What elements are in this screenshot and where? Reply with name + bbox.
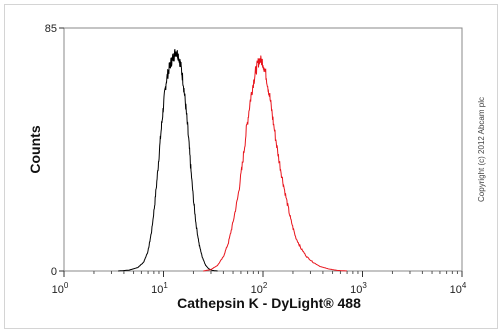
plot-area — [63, 27, 463, 272]
x-tick-label: 102 — [251, 281, 268, 296]
x-tick-label: 100 — [52, 281, 69, 296]
chart-frame — [4, 4, 498, 329]
histogram-series-2 — [203, 55, 348, 272]
plot-border — [63, 27, 463, 272]
x-tick-label: 104 — [450, 281, 467, 296]
x-tick-label: 101 — [151, 281, 168, 296]
x-tick-label: 103 — [350, 281, 367, 296]
y-tick-label: 0 — [51, 266, 57, 278]
ticks-layer: 100 101 102 103 104 0 85 — [45, 23, 467, 296]
series-layer — [118, 49, 348, 272]
copyright-annotation: Copyright (c) 2012 Abcam plc — [477, 97, 486, 202]
histogram-series-1 — [118, 49, 218, 272]
x-axis-title: Cathepsin K - DyLight® 488 — [177, 295, 361, 311]
y-tick-label: 85 — [45, 23, 57, 35]
y-axis-title: Counts — [27, 125, 43, 173]
